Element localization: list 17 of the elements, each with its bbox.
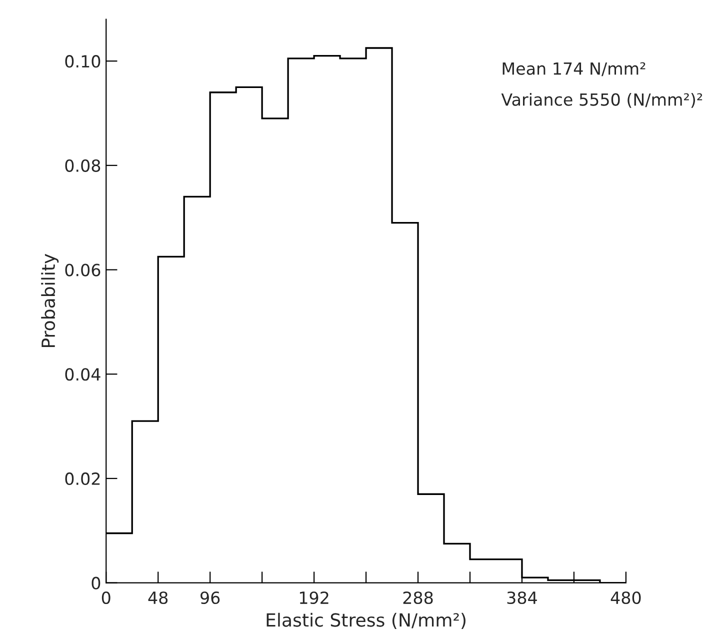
annotation: Mean 174 N/mm² <box>502 62 646 76</box>
x-tick-label: 96 <box>200 591 220 604</box>
y-tick-label: 0.04 <box>65 368 100 381</box>
y-tick-label: 0.08 <box>65 159 100 172</box>
x-tick-label: 192 <box>300 591 328 604</box>
x-tick-label: 0 <box>102 591 110 604</box>
y-tick-label: 0.02 <box>65 472 100 486</box>
x-axis-title: Elastic Stress (N/mm²) <box>266 612 466 629</box>
y-tick-label: 0.10 <box>65 55 100 68</box>
x-tick-label: 288 <box>403 591 433 604</box>
x-tick-label: 48 <box>148 591 168 604</box>
x-tick-label: 384 <box>507 591 537 604</box>
y-tick-label: 0 <box>92 576 100 590</box>
y-tick-label: 0.06 <box>65 264 100 276</box>
annotation: Variance 5550 (N/mm²)² <box>501 92 702 108</box>
x-tick-label: 480 <box>610 591 641 604</box>
y-axis-title: Probability <box>41 254 59 348</box>
